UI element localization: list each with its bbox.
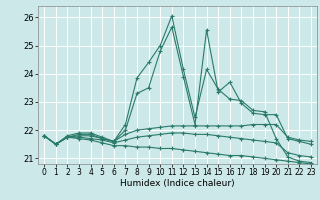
X-axis label: Humidex (Indice chaleur): Humidex (Indice chaleur): [120, 179, 235, 188]
